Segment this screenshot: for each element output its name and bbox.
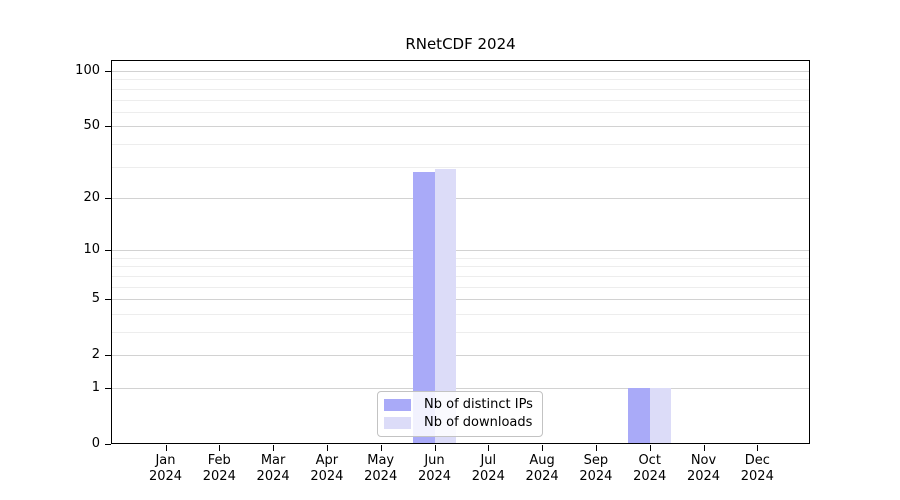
x-tick-mark: [542, 444, 544, 451]
x-axis-tick-label: Jun 2024: [417, 453, 452, 484]
minor-gridline: [112, 166, 809, 168]
x-tick-mark: [273, 444, 275, 451]
x-axis-tick-label: Nov 2024: [686, 453, 721, 484]
legend-item-distinct-ips: Nb of distinct IPs: [384, 398, 533, 412]
x-axis-tick-label: Mar 2024: [256, 453, 290, 484]
major-gridline: [112, 388, 809, 389]
y-axis-tick-label: 1: [91, 380, 100, 395]
y-axis-tick-label: 0: [91, 436, 100, 451]
y-tick-mark: [105, 355, 111, 357]
minor-gridline: [112, 266, 809, 268]
y-tick-mark: [105, 250, 111, 252]
x-axis-tick-label: Sep 2024: [579, 453, 613, 484]
y-axis-tick-label: 10: [83, 242, 100, 258]
legend-swatch-downloads: [384, 417, 411, 429]
chart-title: RNetCDF 2024: [405, 35, 516, 53]
x-axis-tick-label: Feb 2024: [202, 453, 236, 484]
y-axis-tick-label: 50: [83, 118, 100, 134]
y-tick-mark: [105, 299, 111, 301]
major-gridline: [112, 299, 809, 301]
x-tick-mark: [219, 444, 221, 451]
y-tick-mark: [105, 126, 111, 128]
y-axis-tick-label: 5: [91, 291, 100, 307]
x-tick-mark: [165, 444, 167, 451]
x-tick-mark: [434, 444, 436, 451]
x-axis-tick-label: Dec 2024: [740, 453, 774, 484]
major-gridline: [112, 197, 809, 199]
x-axis-tick-label: Oct 2024: [633, 453, 667, 484]
x-tick-mark: [757, 444, 759, 451]
major-gridline: [112, 71, 809, 72]
x-tick-mark: [380, 444, 382, 451]
y-tick-mark: [105, 388, 111, 390]
y-tick-mark: [105, 444, 111, 446]
minor-gridline: [112, 313, 809, 315]
minor-gridline: [112, 332, 809, 333]
bar-distinct-ips: [413, 171, 435, 444]
x-axis-tick-label: Jul 2024: [471, 453, 505, 484]
legend-label-distinct-ips: Nb of distinct IPs: [424, 397, 533, 412]
minor-gridline: [112, 111, 809, 113]
minor-gridline: [112, 143, 809, 145]
x-axis-tick-label: Aug 2024: [525, 453, 559, 484]
x-axis-tick-label: May 2024: [364, 453, 398, 484]
x-axis-tick-label: Apr 2024: [310, 453, 344, 484]
major-gridline: [112, 250, 809, 252]
y-tick-mark: [105, 71, 111, 73]
bar-downloads: [649, 388, 672, 444]
major-gridline: [112, 126, 809, 128]
minor-gridline: [112, 99, 809, 101]
major-gridline: [112, 355, 809, 357]
y-axis-tick-label: 100: [75, 63, 100, 78]
legend-swatch-distinct-ips: [384, 399, 411, 411]
x-axis-tick-label: Jan 2024: [148, 453, 183, 484]
x-tick-mark: [649, 444, 651, 451]
y-axis-tick-label: 20: [83, 189, 100, 205]
legend-label-downloads: Nb of downloads: [424, 415, 533, 430]
minor-gridline: [112, 257, 809, 259]
legend: Nb of distinct IPs Nb of downloads: [377, 391, 543, 437]
minor-gridline: [112, 275, 809, 277]
minor-gridline: [112, 88, 809, 90]
minor-gridline: [112, 286, 809, 288]
x-tick-mark: [703, 444, 705, 451]
x-tick-mark: [488, 444, 490, 451]
plot-area: [111, 60, 810, 444]
x-tick-mark: [595, 444, 598, 451]
y-axis-tick-label: 2: [91, 347, 100, 363]
x-tick-mark: [326, 444, 329, 451]
bar-downloads: [434, 169, 456, 444]
y-tick-mark: [105, 197, 111, 200]
minor-gridline: [112, 79, 809, 81]
bar-distinct-ips: [628, 388, 650, 444]
legend-item-downloads: Nb of downloads: [384, 416, 533, 430]
